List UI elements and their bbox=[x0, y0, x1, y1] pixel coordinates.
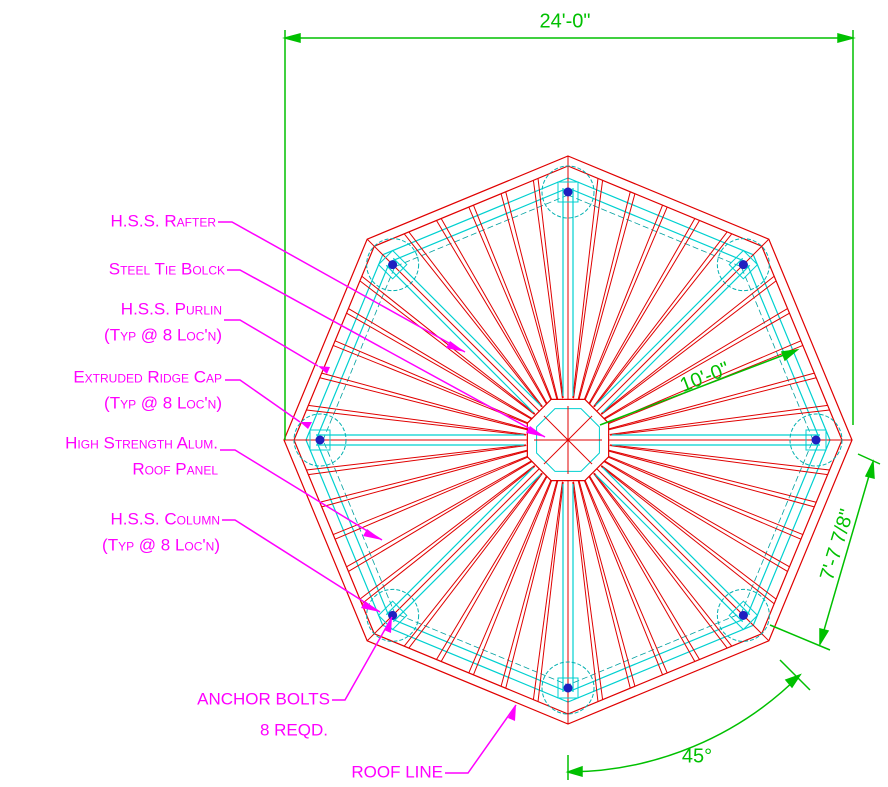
callout-text: Steel Tie Bolck bbox=[109, 259, 225, 278]
anchor-bolt bbox=[564, 188, 573, 197]
rafter bbox=[393, 475, 540, 622]
rafter bbox=[386, 468, 533, 615]
angle-dimension: 45° bbox=[682, 745, 712, 767]
anchor-bolt bbox=[812, 436, 821, 445]
anchor-bolt bbox=[739, 260, 748, 269]
roof-rib bbox=[594, 473, 731, 646]
anchor-bolt bbox=[739, 611, 748, 620]
roof-rib bbox=[306, 410, 526, 435]
callout-text: (Typ @ 8 Loc'n) bbox=[104, 393, 222, 412]
ridge-cap bbox=[367, 239, 568, 440]
rafter bbox=[596, 475, 743, 622]
roof-rib bbox=[348, 461, 532, 571]
roof-rib bbox=[348, 309, 532, 419]
anchor-bolt bbox=[316, 436, 325, 445]
roof-rib bbox=[601, 466, 774, 603]
roof-rib bbox=[538, 178, 563, 398]
anchor-bolt bbox=[388, 611, 397, 620]
roof-rib bbox=[589, 475, 699, 659]
radius-dimension: 10'-0" bbox=[677, 358, 732, 397]
plan-geometry bbox=[284, 156, 852, 724]
side-dimension: 7'-7 7/8" bbox=[816, 507, 858, 583]
roof-rib bbox=[603, 461, 787, 571]
drawing: 24'-0" 10'-0" 7'-7 7/8" 45° H.S.S. Rafte… bbox=[0, 0, 888, 787]
roof-rib bbox=[362, 466, 535, 603]
anchor-bolt bbox=[564, 684, 573, 693]
callout-text: ANCHOR BOLTS bbox=[197, 689, 330, 708]
ridge-cap bbox=[568, 440, 769, 641]
roof-rib bbox=[610, 410, 830, 435]
callout-text: 8 REQD. bbox=[260, 720, 328, 739]
anchor-bolt bbox=[388, 260, 397, 269]
callout-text: H.S.S. Purlin bbox=[121, 299, 222, 318]
callout-text: (Typ @ 8 Loc'n) bbox=[102, 535, 220, 554]
callout-text: Roof Panel bbox=[132, 459, 218, 478]
ridge-cap bbox=[367, 440, 568, 641]
rafter bbox=[603, 468, 750, 615]
roof-rib bbox=[404, 473, 541, 646]
roof-rib bbox=[437, 220, 547, 404]
roof-rib bbox=[437, 475, 547, 659]
rafter bbox=[393, 258, 540, 405]
overall-width-dimension: 24'-0" bbox=[540, 10, 591, 32]
rafter bbox=[596, 258, 743, 405]
roof-rib bbox=[404, 234, 541, 407]
callout-text: (Typ @ 8 Loc'n) bbox=[104, 325, 222, 344]
callout-text: ROOF LINE bbox=[351, 762, 443, 781]
callout-text: H.S.S. Column bbox=[111, 509, 220, 528]
callout-text: High Strength Alum. bbox=[65, 433, 218, 452]
callout-text: H.S.S. Rafter bbox=[111, 211, 217, 230]
rafter bbox=[603, 265, 750, 412]
ridge-cap bbox=[568, 239, 769, 440]
callout-text: Extruded Ridge Cap bbox=[73, 367, 222, 386]
